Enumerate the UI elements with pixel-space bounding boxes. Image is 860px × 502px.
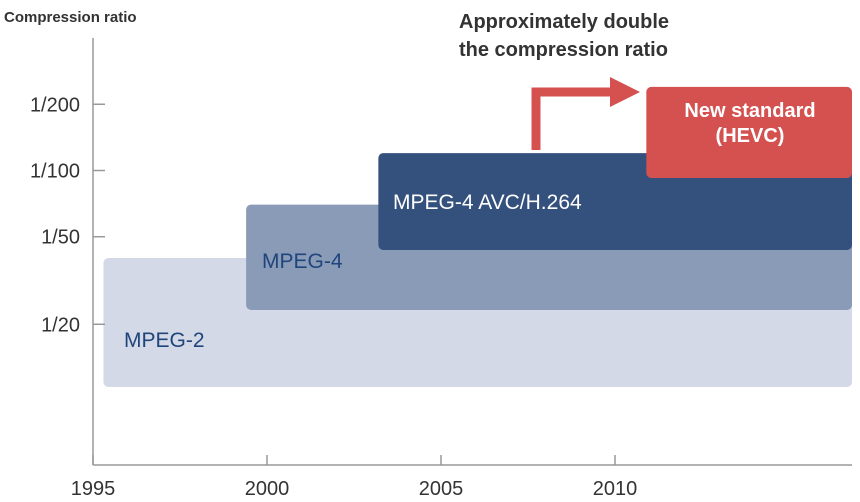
y-tick-label: 1/200 [30,94,80,116]
axes-layer: Compression ratio 1/20 1/50 1/100 1/200 1995 2… [4,9,852,500]
y-axis-title: Compression ratio [4,9,137,26]
annotation-layer: Approximately double the compression rati… [459,11,669,150]
x-tick-label: 2005 [419,478,464,500]
band-label-line: New standard [684,100,815,122]
y-tick-label: 1/100 [30,161,80,183]
y-tick-label: 1/50 [41,227,80,249]
x-tick-label: 2010 [593,478,638,500]
band-label: New standard (HEVC) [684,100,815,147]
arrow-head-icon [610,77,640,107]
annotation-line-1: Approximately double [459,11,669,33]
band-new-standard-hevc [646,86,852,178]
x-tick-label: 2000 [245,478,290,500]
band-label-line: MPEG-2 [124,329,205,352]
band-label: MPEG-4 [262,250,343,273]
band-label: MPEG-4 AVC/H.264 [393,191,582,214]
band-label-line: MPEG-4 [262,250,343,273]
annotation-line-2: the compression ratio [459,39,668,61]
arrow-shaft [531,87,614,150]
band-label-line: (HEVC) [716,125,785,147]
y-tick-label: 1/20 [41,314,80,336]
band-label-line: MPEG-4 AVC/H.264 [393,191,582,214]
x-tick-label: 1995 [71,478,116,500]
band-layer: MPEG-2 MPEG-4 MPEG-4 AVC/H.264 New standard… [103,86,852,387]
band-label: MPEG-2 [124,329,205,352]
